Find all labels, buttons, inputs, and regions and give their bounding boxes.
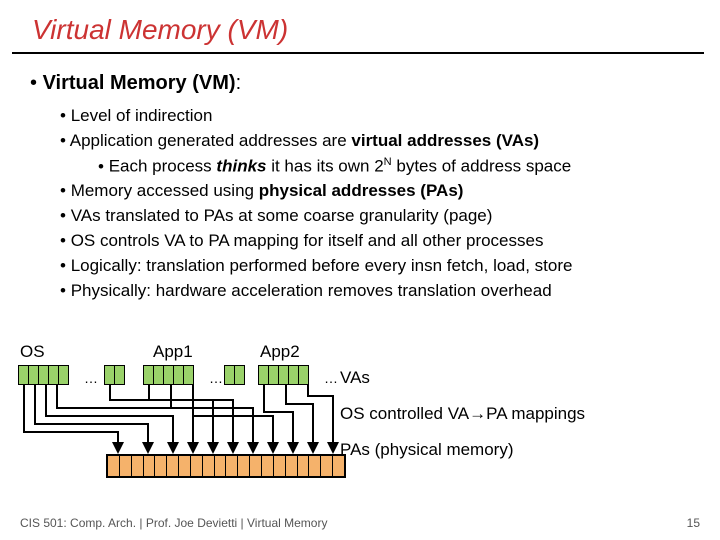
bullet-vas: Application generated addresses are virt… <box>60 130 690 153</box>
pa-memory-box <box>106 454 346 478</box>
bullet-thinks: Each process thinks it has its own 2N by… <box>98 155 690 179</box>
text: bytes of address space <box>392 157 572 176</box>
text: virtual addresses (VAs) <box>351 131 539 150</box>
bullet-physically: Physically: hardware acceleration remove… <box>60 280 690 303</box>
heading-text: Virtual Memory (VM) <box>43 72 236 94</box>
content-area: Virtual Memory (VM): Level of indirectio… <box>0 54 720 303</box>
label-pas: PAs (physical memory) <box>340 440 585 460</box>
label-vas: VAs <box>340 368 585 388</box>
slide-title: Virtual Memory (VM) <box>12 0 704 54</box>
superscript-n: N <box>384 156 392 168</box>
footer-page: 15 <box>687 516 700 530</box>
footer: CIS 501: Comp. Arch. | Prof. Joe Deviett… <box>20 516 700 530</box>
text-bold: physical addresses (PAs) <box>259 181 464 200</box>
bullet-logically: Logically: translation performed before … <box>60 255 690 278</box>
heading-bullet: Virtual Memory (VM): <box>30 72 690 95</box>
text-thinks: thinks <box>216 157 266 176</box>
text: Memory accessed using <box>71 181 259 200</box>
text: Each process <box>109 157 217 176</box>
footer-left: CIS 501: Comp. Arch. | Prof. Joe Deviett… <box>20 516 327 530</box>
text: Application generated addresses are <box>70 131 352 150</box>
bullet-os-controls: OS controls VA to PA mapping for itself … <box>60 230 690 253</box>
bullet-pas: Memory accessed using physical addresses… <box>60 180 690 203</box>
bullet-indirection: Level of indirection <box>60 105 690 128</box>
bullet-granularity: VAs translated to PAs at some coarse gra… <box>60 205 690 228</box>
diagram-side-labels: VAs OS controlled VA→PA mappings PAs (ph… <box>340 368 585 476</box>
label-mappings: OS controlled VA→PA mappings <box>340 404 585 424</box>
text: it has its own 2 <box>266 157 383 176</box>
